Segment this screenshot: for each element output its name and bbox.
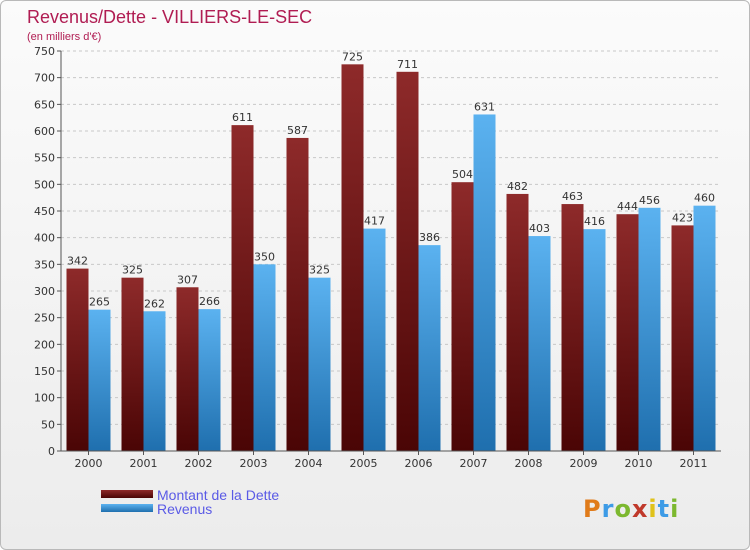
x-tick-label: 2009 [570, 457, 598, 470]
data-label: 423 [672, 211, 693, 224]
logo-letter: P [583, 495, 602, 523]
bar-debt-2009 [561, 204, 584, 451]
x-tick-label: 2001 [130, 457, 158, 470]
data-label: 307 [177, 273, 198, 286]
x-tick-label: 2005 [350, 457, 378, 470]
x-tick-label: 2008 [515, 457, 543, 470]
y-tick-label: 400 [34, 232, 55, 245]
data-label: 262 [144, 297, 165, 310]
data-label: 460 [694, 192, 715, 205]
data-label: 482 [507, 180, 528, 193]
data-label: 417 [364, 215, 385, 228]
y-tick-label: 0 [48, 445, 55, 458]
data-label: 587 [287, 124, 308, 137]
y-tick-label: 100 [34, 392, 55, 405]
data-label: 325 [122, 264, 143, 277]
y-tick-label: 550 [34, 152, 55, 165]
logo-letter: r [602, 495, 615, 523]
bar-revenus-2005 [363, 228, 386, 451]
legend-swatch-debt [101, 490, 153, 498]
y-tick-label: 650 [34, 98, 55, 111]
bar-debt-2011 [671, 225, 694, 451]
legend-label-revenus: Revenus [157, 501, 212, 517]
y-axis-ticks: 0 50 100 150 200 250 300 350 400 450 500 550 600 650 7… [34, 45, 61, 458]
bar-debt-2007 [451, 182, 474, 451]
legend: Montant de la Dette Revenus [101, 487, 279, 517]
logo-letter: x [632, 495, 648, 523]
y-tick-label: 300 [34, 285, 55, 298]
bar-revenus-2004 [308, 277, 331, 451]
logo-letter: i [670, 495, 679, 523]
bar-debt-2008 [506, 193, 529, 451]
bar-debt-2001 [121, 277, 144, 451]
data-label: 266 [199, 295, 220, 308]
data-label: 711 [397, 58, 418, 71]
data-label: 444 [617, 200, 638, 213]
bar-revenus-2000 [88, 309, 111, 451]
y-tick-label: 450 [34, 205, 55, 218]
y-tick-label: 600 [34, 125, 55, 138]
data-label: 416 [584, 215, 605, 228]
data-label: 631 [474, 100, 495, 113]
bar-debt-2000 [66, 268, 89, 451]
logo-letter: t [658, 495, 670, 523]
proxiti-logo: Proxiti [583, 495, 679, 523]
bar-revenus-2010 [638, 207, 661, 451]
data-label: 386 [419, 231, 440, 244]
y-tick-label: 700 [34, 72, 55, 85]
data-label: 456 [639, 194, 660, 207]
y-tick-label: 150 [34, 365, 55, 378]
bar-revenus-2007 [473, 114, 496, 451]
x-tick-label: 2006 [405, 457, 433, 470]
x-axis-ticks: 2000 2001 2002 2003 2004 2005 2006 2007 2008 2009… [75, 451, 708, 470]
bar-debt-2005 [341, 64, 364, 452]
bar-debt-2003 [231, 125, 254, 451]
data-label: 342 [67, 255, 88, 268]
bar-revenus-2011 [693, 205, 716, 451]
bar-revenus-2009 [583, 229, 606, 451]
data-label: 463 [562, 190, 583, 203]
data-label: 265 [89, 296, 110, 309]
bar-revenus-2006 [418, 245, 441, 451]
bar-debt-2010 [616, 214, 639, 451]
y-tick-label: 350 [34, 258, 55, 271]
logo-letter: o [614, 495, 632, 523]
data-label: 611 [232, 111, 253, 124]
bar-revenus-2008 [528, 236, 551, 451]
chart-title: Revenus/Dette - VILLIERS-LE-SEC [27, 7, 312, 27]
x-tick-label: 2003 [240, 457, 268, 470]
data-label: 504 [452, 168, 473, 181]
data-label: 403 [529, 222, 550, 235]
bar-debt-2006 [396, 71, 419, 452]
bar-debt-2002 [176, 287, 199, 451]
bar-revenus-2003 [253, 264, 276, 451]
x-tick-label: 2002 [185, 457, 213, 470]
legend-label-debt: Montant de la Dette [157, 487, 279, 503]
y-tick-label: 50 [41, 418, 55, 431]
x-tick-label: 2000 [75, 457, 103, 470]
bar-debt-2004 [286, 137, 309, 451]
grid-lines [61, 50, 721, 452]
y-tick-label: 250 [34, 312, 55, 325]
data-label: 325 [309, 264, 330, 277]
bars [66, 64, 716, 452]
logo-letter: i [648, 495, 657, 523]
data-label: 725 [342, 50, 363, 63]
x-tick-label: 2011 [680, 457, 708, 470]
x-tick-label: 2004 [295, 457, 323, 470]
bar-revenus-2001 [143, 311, 166, 451]
x-tick-label: 2010 [625, 457, 653, 470]
y-tick-label: 200 [34, 338, 55, 351]
chart-subtitle: (en milliers d'€) [27, 31, 101, 43]
y-tick-label: 750 [34, 45, 55, 58]
legend-swatch-revenus [101, 504, 153, 512]
bar-revenus-2002 [198, 309, 221, 451]
x-tick-label: 2007 [460, 457, 488, 470]
data-label: 350 [254, 250, 275, 263]
y-tick-label: 500 [34, 178, 55, 191]
